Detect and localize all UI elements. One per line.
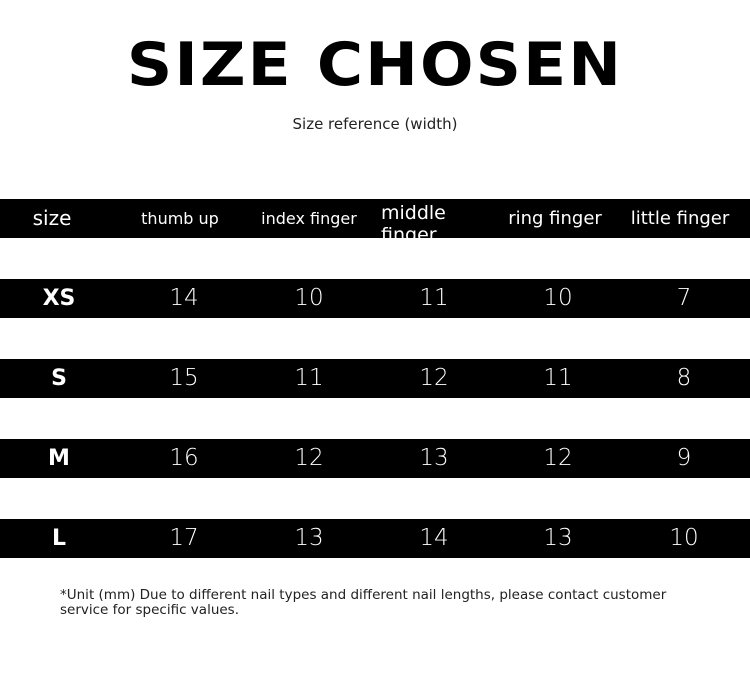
size-value: 14	[169, 285, 199, 311]
table-header: size thumb up index finger middle finger…	[0, 199, 750, 238]
size-value: 15	[169, 365, 199, 391]
page-title: SIZE CHOSEN	[126, 30, 624, 100]
size-value: 13	[294, 525, 324, 551]
header-index: index finger	[261, 209, 357, 228]
size-value: 10	[669, 525, 699, 551]
table-row: M 16 12 13 12 9	[0, 439, 750, 478]
size-value: 11	[419, 285, 449, 311]
size-value: 7	[676, 285, 692, 311]
header-thumb: thumb up	[141, 209, 219, 228]
size-label: M	[48, 446, 70, 471]
header-size: size	[32, 206, 72, 230]
size-value: 13	[543, 525, 573, 551]
table-row: S 15 11 12 11 8	[0, 359, 750, 398]
size-label: XS	[42, 286, 76, 311]
size-value: 9	[676, 445, 692, 471]
header-ring: ring finger	[508, 208, 602, 229]
size-label: S	[51, 366, 67, 391]
size-value: 12	[419, 365, 449, 391]
size-value: 16	[169, 445, 199, 471]
size-value: 10	[294, 285, 324, 311]
size-value: 13	[419, 445, 449, 471]
size-value: 14	[419, 525, 449, 551]
header-middle: middle finger	[381, 202, 446, 238]
header-little: little finger	[630, 208, 730, 229]
size-value: 17	[169, 525, 199, 551]
page-subtitle: Size reference (width)	[292, 115, 458, 133]
table-row: XS 14 10 11 10 7	[0, 279, 750, 318]
size-value: 12	[294, 445, 324, 471]
size-label: L	[51, 526, 67, 551]
table-row: L 17 13 14 13 10	[0, 519, 750, 558]
size-value: 12	[543, 445, 573, 471]
size-value: 8	[676, 365, 692, 391]
size-value: 11	[294, 365, 324, 391]
size-value: 11	[543, 365, 573, 391]
size-value: 10	[543, 285, 573, 311]
unit-note: *Unit (mm) Due to different nail types a…	[60, 587, 667, 618]
